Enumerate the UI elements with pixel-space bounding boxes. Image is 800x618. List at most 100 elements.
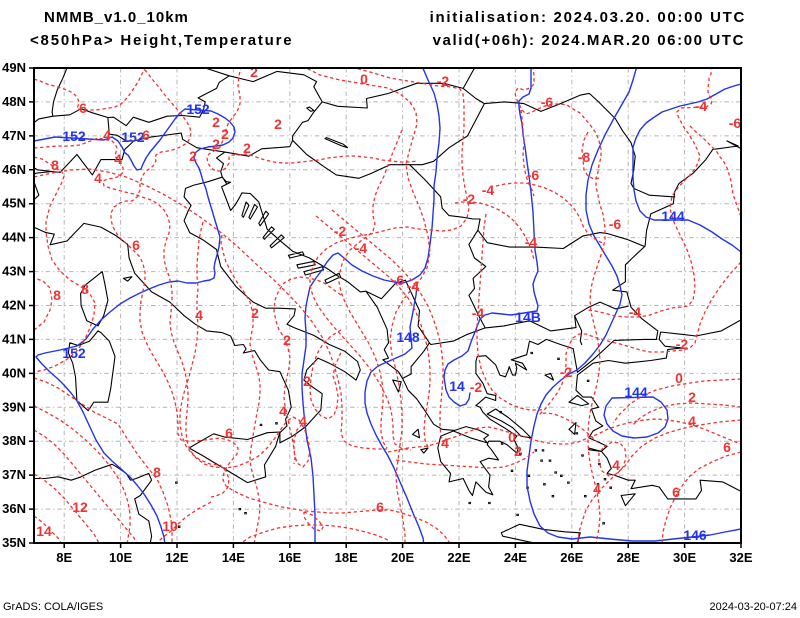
svg-text:-8: -8: [578, 149, 591, 165]
svg-text:16E: 16E: [278, 550, 301, 565]
svg-text:NMMB_v1.0_10km: NMMB_v1.0_10km: [44, 9, 189, 26]
svg-text:2: 2: [283, 332, 291, 348]
svg-text:12: 12: [72, 499, 88, 515]
svg-text:2: 2: [243, 140, 251, 156]
svg-text:35N: 35N: [2, 535, 26, 550]
svg-text:0: 0: [508, 429, 516, 445]
svg-text:-6: -6: [729, 115, 742, 131]
svg-text:-4: -4: [355, 240, 368, 256]
svg-text:10: 10: [162, 518, 178, 534]
svg-text:-2: -2: [334, 223, 347, 239]
svg-text:8: 8: [153, 464, 161, 480]
svg-text:-6: -6: [392, 272, 405, 288]
svg-text:2: 2: [303, 373, 311, 389]
svg-text:36N: 36N: [2, 501, 26, 516]
svg-text:144: 144: [661, 208, 685, 224]
svg-text:144: 144: [624, 384, 648, 400]
svg-text:2: 2: [212, 114, 220, 130]
svg-text:6: 6: [132, 237, 140, 253]
svg-text:6: 6: [79, 100, 87, 116]
svg-text:-2: -2: [676, 336, 689, 352]
svg-text:43N: 43N: [2, 264, 26, 279]
svg-text:8: 8: [51, 157, 59, 173]
svg-text:32E: 32E: [729, 550, 752, 565]
svg-text:<850hPa> Height,Temperature: <850hPa> Height,Temperature: [30, 32, 293, 49]
svg-text:6: 6: [142, 127, 150, 143]
svg-text:-4: -4: [407, 278, 420, 294]
svg-text:-6: -6: [609, 216, 622, 232]
svg-text:2: 2: [251, 305, 259, 321]
svg-text:4: 4: [612, 457, 620, 473]
svg-text:12E: 12E: [165, 550, 188, 565]
svg-text:4: 4: [441, 435, 449, 451]
svg-text:14E: 14E: [222, 550, 245, 565]
svg-text:2: 2: [688, 389, 696, 405]
svg-text:37N: 37N: [2, 467, 26, 482]
svg-text:2: 2: [189, 148, 197, 164]
svg-text:8: 8: [81, 281, 89, 297]
svg-text:14: 14: [449, 378, 465, 394]
svg-text:28E: 28E: [617, 550, 640, 565]
svg-text:-4: -4: [482, 182, 495, 198]
svg-text:2: 2: [221, 126, 229, 142]
svg-text:2: 2: [274, 116, 282, 132]
svg-text:-6: -6: [527, 167, 540, 183]
svg-text:46N: 46N: [2, 162, 26, 177]
svg-text:4: 4: [593, 481, 601, 497]
svg-text:49N: 49N: [2, 60, 26, 75]
svg-text:14: 14: [36, 523, 52, 539]
svg-text:-2: -2: [437, 73, 450, 89]
svg-text:-4: -4: [695, 98, 708, 114]
svg-text:148: 148: [396, 329, 420, 345]
svg-text:4: 4: [279, 403, 287, 419]
svg-text:-4: -4: [472, 305, 485, 321]
svg-text:10E: 10E: [109, 550, 132, 565]
svg-text:6: 6: [723, 439, 731, 455]
svg-text:-4: -4: [525, 234, 538, 250]
svg-text:38N: 38N: [2, 433, 26, 448]
svg-text:20E: 20E: [391, 550, 414, 565]
svg-text:44N: 44N: [2, 230, 26, 245]
svg-text:152: 152: [121, 129, 145, 145]
svg-text:8: 8: [53, 287, 61, 303]
svg-text:0: 0: [360, 71, 368, 87]
svg-text:initialisation: 2024.03.20.: initialisation: 2024.03.20. 00:00 UTC: [430, 9, 746, 26]
svg-text:40N: 40N: [2, 365, 26, 380]
svg-text:47N: 47N: [2, 128, 26, 143]
svg-text:45N: 45N: [2, 196, 26, 211]
svg-text:30E: 30E: [673, 550, 696, 565]
svg-text:-2: -2: [463, 191, 476, 207]
svg-text:4: 4: [103, 127, 111, 143]
svg-text:-2: -2: [470, 379, 483, 395]
svg-text:8E: 8E: [56, 550, 72, 565]
svg-text:4: 4: [94, 170, 102, 186]
svg-text:152: 152: [62, 128, 86, 144]
svg-text:2: 2: [212, 136, 220, 152]
svg-text:41N: 41N: [2, 331, 26, 346]
svg-text:-4: -4: [629, 304, 642, 320]
svg-text:146: 146: [683, 527, 707, 543]
svg-text:14B: 14B: [515, 309, 541, 325]
svg-text:48N: 48N: [2, 94, 26, 109]
svg-text:152: 152: [186, 101, 210, 117]
svg-text:39N: 39N: [2, 399, 26, 414]
svg-text:22E: 22E: [447, 550, 470, 565]
svg-text:2024-03-20-07:24: 2024-03-20-07:24: [710, 601, 797, 613]
svg-text:6: 6: [672, 484, 680, 500]
svg-text:24E: 24E: [504, 550, 527, 565]
svg-text:4: 4: [688, 413, 696, 429]
svg-text:26E: 26E: [560, 550, 583, 565]
svg-text:18E: 18E: [335, 550, 358, 565]
svg-text:6: 6: [376, 499, 384, 515]
svg-text:2: 2: [250, 64, 258, 80]
svg-text:6: 6: [225, 425, 233, 441]
svg-text:valid(+06h): 2024.MAR.20 06:00: valid(+06h): 2024.MAR.20 06:00 UTC: [433, 32, 745, 49]
svg-text:152: 152: [62, 345, 86, 361]
svg-text:42N: 42N: [2, 298, 26, 313]
svg-text:0: 0: [675, 370, 683, 386]
svg-text:4: 4: [195, 307, 203, 323]
svg-text:-6: -6: [541, 94, 554, 110]
svg-text:4: 4: [114, 151, 122, 167]
svg-text:2: 2: [514, 443, 522, 459]
svg-text:GrADS: COLA/IGES: GrADS: COLA/IGES: [3, 601, 103, 613]
